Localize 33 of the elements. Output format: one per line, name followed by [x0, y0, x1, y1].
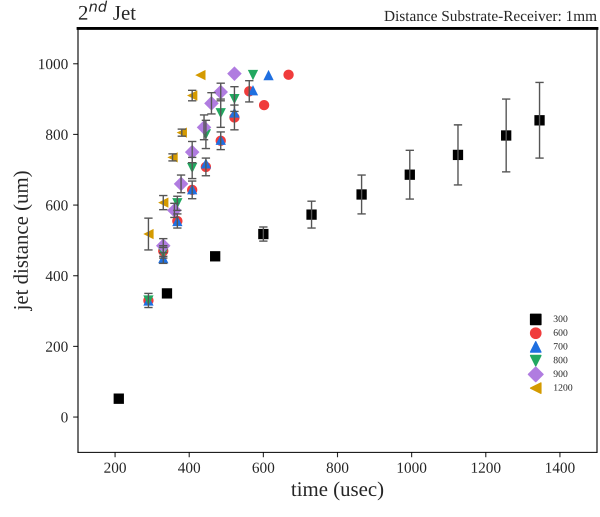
point [248, 70, 258, 80]
legend-label: 600 [554, 329, 568, 336]
y-axis-title: jet distance (um) [13, 171, 32, 311]
point [210, 251, 220, 262]
y-tick-label: 800 [46, 130, 68, 140]
y-tick-label: 1000 [39, 58, 68, 70]
point [227, 66, 242, 81]
y-tick-label: 0 [61, 412, 68, 422]
point [162, 288, 172, 299]
x-tick-label: 1400 [546, 462, 575, 473]
x-tick-label: 800 [326, 462, 348, 473]
legend-label: 800 [554, 356, 568, 364]
legend-label: 1200 [554, 384, 572, 391]
legend-label: 700 [554, 343, 568, 350]
chart-subtitle: Distance Substrate-Receiver: 1mm [384, 10, 597, 22]
point [248, 85, 258, 96]
x-axis-title: time (usec) [291, 482, 384, 500]
x-tick-label: 600 [252, 462, 274, 473]
y-tick-label: 600 [46, 200, 68, 211]
x-tick-label: 200 [104, 462, 126, 473]
y-tick-label: 400 [46, 270, 68, 282]
chart-title: 2$^{nd}$ Jet [78, 0, 136, 20]
point [263, 70, 274, 80]
point [195, 70, 206, 80]
point [258, 100, 270, 110]
x-tick-label: 400 [178, 462, 200, 473]
legend-label: 900 [554, 370, 568, 378]
point [283, 70, 294, 80]
legend-label: 300 [554, 316, 568, 322]
point [114, 394, 124, 404]
x-tick-label: 1200 [472, 462, 500, 473]
x-tick-label: 1000 [398, 462, 426, 473]
y-tick-label: 200 [46, 342, 68, 352]
